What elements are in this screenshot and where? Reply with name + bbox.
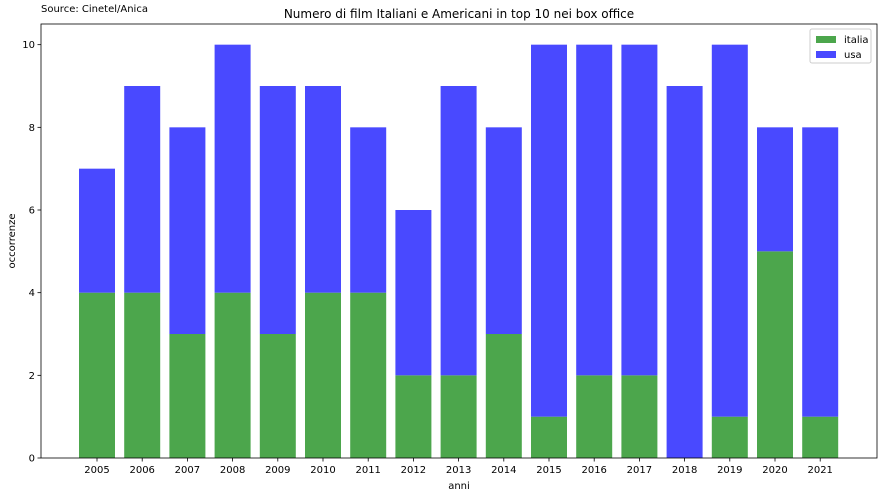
bar-usa-2015	[531, 44, 567, 417]
legend-label-usa: usa	[844, 50, 862, 61]
x-tick-label: 2019	[717, 465, 742, 476]
x-tick-label: 2018	[672, 465, 697, 476]
bar-italia-2020	[757, 251, 793, 458]
x-axis-label: anni	[448, 481, 470, 492]
x-tick-label: 2010	[310, 465, 335, 476]
bar-usa-2012	[395, 210, 432, 376]
bar-usa-2018	[666, 86, 703, 458]
x-tick-label: 2017	[627, 465, 652, 476]
bar-italia-2007	[169, 334, 206, 458]
bar-usa-2008	[214, 44, 251, 293]
bar-italia-2021	[802, 416, 839, 458]
bar-italia-2010	[305, 292, 341, 458]
bar-usa-2005	[79, 168, 115, 293]
x-tick-label: 2005	[84, 465, 109, 476]
chart-title: Numero di film Italiani e Americani in t…	[284, 7, 634, 21]
x-tick-label: 2009	[265, 465, 290, 476]
y-tick-label: 2	[29, 371, 35, 382]
y-tick-label: 6	[29, 206, 35, 217]
bar-usa-2020	[757, 127, 793, 252]
y-tick-label: 10	[22, 40, 35, 51]
x-tick-label: 2008	[220, 465, 245, 476]
x-tick-label: 2013	[446, 465, 471, 476]
bar-usa-2019	[711, 44, 748, 417]
bar-italia-2017	[621, 375, 658, 458]
bar-italia-2012	[395, 375, 432, 458]
bar-usa-2013	[440, 86, 477, 376]
x-tick-label: 2007	[175, 465, 200, 476]
bar-usa-2006	[124, 86, 161, 293]
legend-label-italia: italia	[844, 35, 869, 46]
x-tick-label: 2006	[129, 465, 154, 476]
bar-usa-2016	[576, 44, 613, 376]
x-tick-label: 2021	[807, 465, 832, 476]
x-tick-label: 2020	[762, 465, 787, 476]
bar-italia-2005	[79, 292, 115, 458]
bar-italia-2008	[214, 292, 251, 458]
bar-italia-2009	[259, 334, 296, 458]
bar-usa-2014	[485, 127, 522, 334]
y-tick-label: 8	[29, 123, 35, 134]
bar-italia-2019	[711, 416, 748, 458]
bar-usa-2010	[305, 86, 341, 293]
bar-usa-2007	[169, 127, 206, 334]
y-axis-label: occorrenze	[7, 214, 18, 269]
bar-usa-2021	[802, 127, 839, 417]
y-tick-label: 4	[29, 288, 35, 299]
bar-usa-2011	[350, 127, 387, 293]
legend-swatch-usa	[816, 51, 836, 58]
legend: italia usa	[809, 28, 872, 64]
bar-italia-2015	[531, 416, 567, 458]
x-tick-label: 2014	[491, 465, 516, 476]
x-tick-label: 2015	[536, 465, 561, 476]
source-note: Source: Cinetel/Anica	[41, 4, 148, 15]
bar-italia-2016	[576, 375, 613, 458]
x-tick-label: 2012	[401, 465, 426, 476]
x-tick-label: 2011	[355, 465, 380, 476]
y-tick-label: 0	[29, 454, 35, 465]
x-tick-label: 2016	[581, 465, 606, 476]
bar-italia-2006	[124, 292, 161, 458]
plot-frame	[40, 23, 878, 459]
bar-usa-2009	[259, 86, 296, 334]
bar-italia-2014	[485, 334, 522, 458]
bar-italia-2011	[350, 292, 387, 458]
legend-swatch-italia	[816, 36, 836, 43]
bar-usa-2017	[621, 44, 658, 376]
bar-italia-2013	[440, 375, 477, 458]
